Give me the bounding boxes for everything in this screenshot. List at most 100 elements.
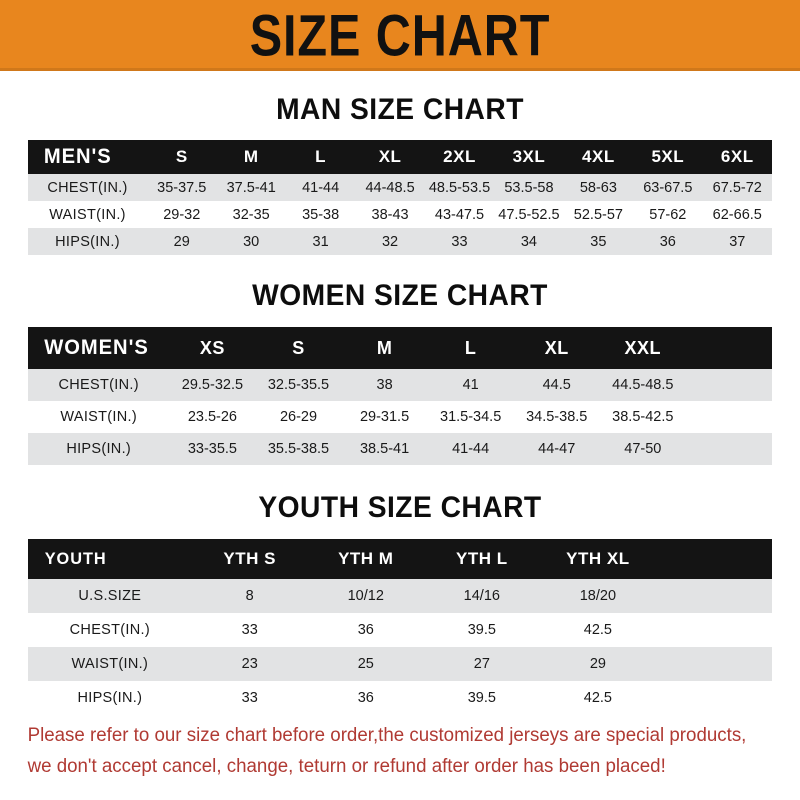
youth-table-body: U.S.SIZE 8 10/12 14/16 18/20 CHEST(IN.) 33 36 39…: [28, 579, 772, 715]
youth-cell: 18/20: [579, 588, 617, 604]
youth-section-title: YOUTH SIZE CHART: [258, 491, 542, 524]
youth-column-header: [656, 539, 772, 579]
youth-column-header: YTH L: [456, 549, 508, 568]
men-table-row: HIPS(IN.) 29 30 31 32 33 34 35 36 37: [28, 228, 772, 255]
youth-header-row: YOUTH YTH S YTH M YTH L YTH XL: [28, 539, 772, 579]
youth-table-corner-label: YOUTH: [44, 549, 107, 568]
youth-row-label: WAIST(IN.): [71, 656, 149, 672]
women-cell: 33-35.5: [187, 441, 237, 457]
women-column-header: XXL: [624, 337, 662, 358]
women-column-header: XS: [199, 337, 225, 358]
women-column-header: [686, 327, 772, 369]
men-cell: 37: [729, 233, 746, 250]
women-cell: 35.5-38.5: [267, 441, 330, 457]
women-table-row: CHEST(IN.) 29.5-32.5 32.5-35.5 38 41 44.5 44.5…: [28, 369, 772, 401]
women-cell: 23.5-26: [187, 409, 237, 425]
women-cell: 44.5-48.5: [612, 377, 674, 393]
men-column-header: XL: [378, 147, 402, 166]
men-cell: 36: [659, 233, 676, 250]
men-cell: 38-43: [371, 206, 409, 223]
men-cell: 35-37.5: [157, 179, 207, 196]
women-cell: 41: [462, 377, 479, 393]
men-table-row: WAIST(IN.) 29-32 32-35 35-38 38-43 43-47.5 47.…: [28, 201, 772, 228]
women-table-wrap: WOMEN'S XS S M L XL XXL CHEST(IN.) 29.5-32.5 32.…: [0, 327, 800, 465]
women-cell: [686, 401, 772, 433]
youth-cell: [656, 681, 772, 715]
youth-cell: 39.5: [467, 690, 496, 706]
women-table-corner-label: WOMEN'S: [44, 336, 149, 359]
women-section-title: WOMEN SIZE CHART: [252, 279, 548, 312]
youth-row-label: HIPS(IN.): [77, 690, 143, 706]
youth-size-table: YOUTH YTH S YTH M YTH L YTH XL U.S.SIZE 8 10/1…: [28, 539, 772, 715]
men-cell: 53.5-58: [504, 179, 554, 196]
women-cell: 44.5: [542, 377, 571, 393]
youth-cell: 36: [357, 622, 374, 638]
youth-row-label: U.S.SIZE: [78, 588, 142, 604]
men-table-row: CHEST(IN.) 35-37.5 37.5-41 41-44 44-48.5 48.5…: [28, 174, 772, 201]
women-cell: 31.5-34.5: [440, 409, 502, 425]
men-cell: 63-67.5: [643, 179, 693, 196]
men-table-wrap: MEN'S S M L XL 2XL 3XL 4XL 5XL 6XL CHEST(IN.) 35-3…: [0, 140, 800, 255]
youth-cell: 33: [241, 690, 258, 706]
men-column-header: 6XL: [720, 147, 754, 166]
men-cell: 29-32: [163, 206, 201, 223]
youth-table-wrap: YOUTH YTH S YTH M YTH L YTH XL U.S.SIZE 8 10/1…: [0, 539, 800, 715]
youth-row-label: CHEST(IN.): [69, 622, 150, 638]
men-row-label: HIPS(IN.): [55, 233, 120, 250]
men-cell: 58-63: [579, 179, 617, 196]
women-cell: 41-44: [452, 441, 490, 457]
women-row-label: WAIST(IN.): [60, 409, 137, 425]
women-cell: 44-47: [538, 441, 576, 457]
youth-column-header: YTH XL: [566, 549, 630, 568]
women-cell: 29-31.5: [359, 409, 410, 425]
men-cell: 29: [173, 233, 190, 250]
men-table-corner-label: MEN'S: [43, 145, 112, 168]
men-column-header: S: [175, 147, 188, 166]
footer-note-line-2: we don't accept cancel, change, teturn o…: [27, 756, 666, 777]
men-cell: 31: [312, 233, 329, 250]
women-row-label: CHEST(IN.): [58, 377, 139, 393]
men-cell: 67.5-72: [712, 179, 762, 196]
men-cell: 35-38: [302, 206, 340, 223]
youth-cell: 42.5: [583, 622, 612, 638]
men-cell: 41-44: [302, 179, 340, 196]
men-size-table: MEN'S S M L XL 2XL 3XL 4XL 5XL 6XL CHEST(IN.) 35-3…: [28, 140, 772, 255]
youth-cell: 25: [357, 656, 374, 672]
men-column-header: M: [243, 147, 259, 166]
women-cell: 26-29: [279, 409, 318, 425]
youth-cell: [656, 579, 772, 613]
women-size-table: WOMEN'S XS S M L XL XXL CHEST(IN.) 29.5-32.5 32.…: [28, 327, 772, 465]
men-column-header: L: [315, 147, 327, 166]
men-cell: 48.5-53.5: [428, 179, 491, 196]
youth-cell: [656, 613, 772, 647]
men-table-body: CHEST(IN.) 35-37.5 37.5-41 41-44 44-48.5 48.5…: [28, 174, 772, 255]
women-cell: 38.5-41: [359, 441, 410, 457]
youth-column-header: YTH S: [223, 549, 276, 568]
men-column-header: 4XL: [582, 147, 615, 166]
youth-column-header: YTH M: [338, 549, 394, 568]
youth-table-row: CHEST(IN.) 33 36 39.5 42.5: [28, 613, 772, 647]
women-column-header: XL: [544, 337, 569, 358]
women-cell: 32.5-35.5: [267, 377, 330, 393]
women-table-row: HIPS(IN.) 33-35.5 35.5-38.5 38.5-41 41-44 44-…: [28, 433, 772, 465]
youth-cell: 23: [241, 656, 258, 672]
men-cell: 62-66.5: [712, 206, 762, 223]
men-header-row: MEN'S S M L XL 2XL 3XL 4XL 5XL 6XL: [28, 140, 772, 174]
youth-cell: 36: [357, 690, 374, 706]
youth-cell: 8: [245, 588, 254, 604]
men-cell: 34: [520, 233, 537, 250]
men-cell: 47.5-52.5: [498, 206, 560, 223]
men-column-header: 2XL: [443, 147, 476, 166]
men-cell: 43-47.5: [434, 206, 485, 223]
women-column-header: M: [376, 337, 393, 358]
footer-note-line-1: Please refer to our size chart before or…: [27, 725, 747, 746]
men-cell: 33: [451, 233, 468, 250]
men-cell: 37.5-41: [226, 179, 276, 196]
women-table-row: WAIST(IN.) 23.5-26 26-29 29-31.5 31.5-34.5 34…: [28, 401, 772, 433]
women-table-header: WOMEN'S XS S M L XL XXL: [28, 327, 772, 369]
youth-table-row: HIPS(IN.) 33 36 39.5 42.5: [28, 681, 772, 715]
banner: SIZE CHART: [0, 0, 800, 71]
youth-cell: 29: [589, 656, 606, 672]
men-row-label: CHEST(IN.): [47, 179, 128, 196]
